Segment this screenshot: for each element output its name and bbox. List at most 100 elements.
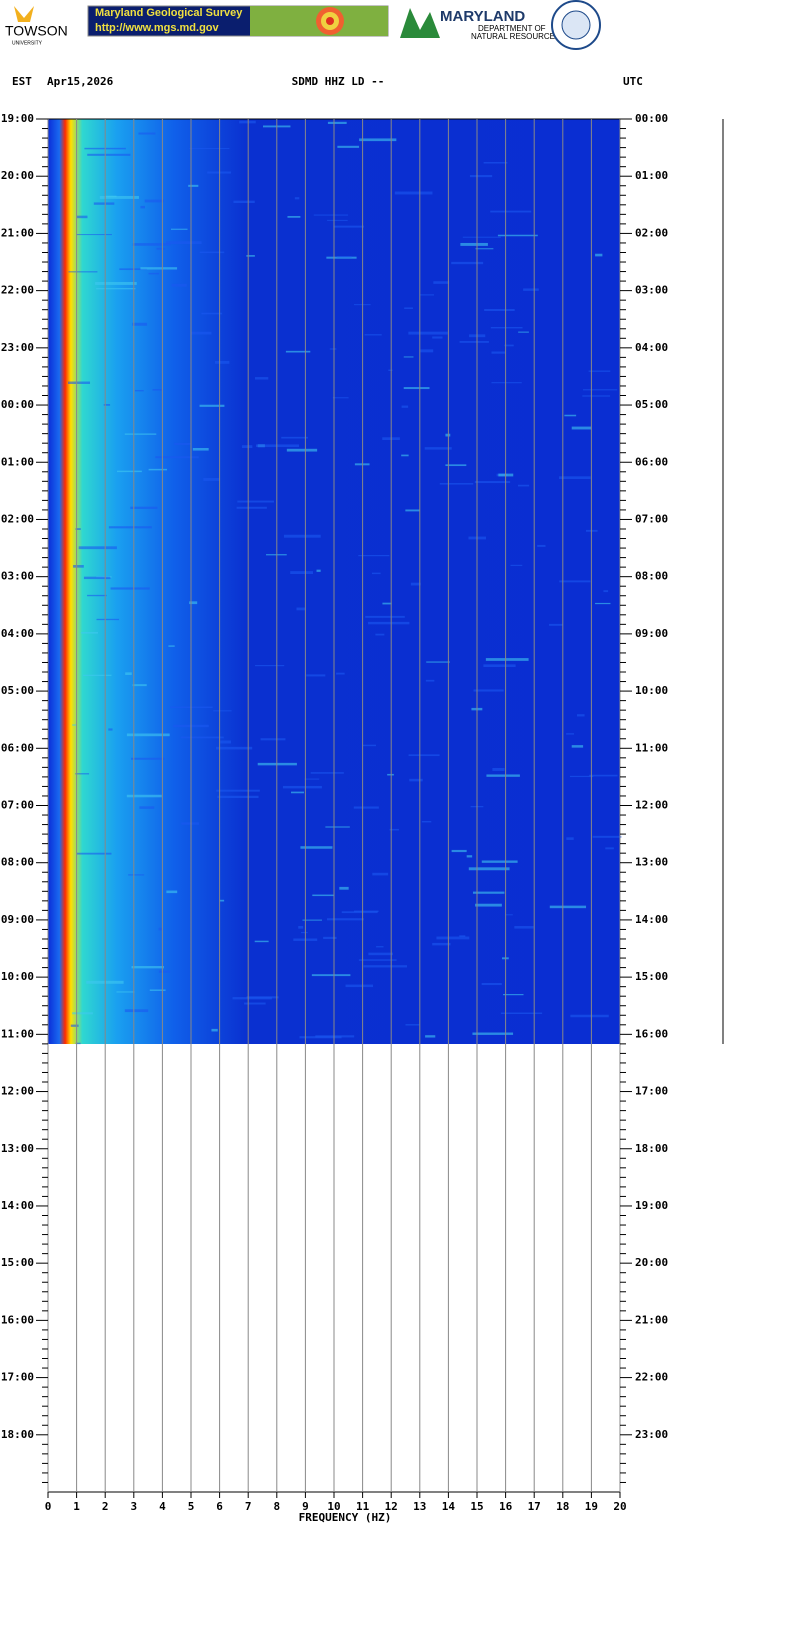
spectrogram-streak	[203, 478, 220, 481]
spectrogram-streak	[329, 348, 337, 350]
logo-text: NATURAL RESOURCES	[471, 32, 560, 41]
y2-tick-label: 11:00	[635, 741, 668, 754]
spectrogram-streak	[410, 582, 421, 586]
spectrogram-streak	[294, 197, 300, 200]
spectrogram-streak	[365, 615, 405, 618]
spectrogram-streak	[510, 564, 523, 566]
spectrogram-streak	[426, 661, 450, 663]
spectrogram-streak	[298, 925, 304, 929]
spectrogram-streak	[473, 689, 504, 692]
spectrogram-streak	[432, 942, 451, 946]
y2-tick-label: 19:00	[635, 1199, 668, 1212]
spectrogram-streak	[371, 572, 381, 575]
spectrogram-streak	[216, 789, 260, 792]
x-tick-label: 14	[442, 1500, 456, 1513]
spectrogram-streak	[158, 927, 163, 931]
spectrogram-streak	[201, 312, 223, 315]
spectrogram-streak	[505, 914, 513, 916]
spectrogram-streak	[128, 874, 145, 876]
spectrogram-streak	[549, 623, 563, 626]
spectrogram-streak	[382, 602, 392, 605]
spectrogram-streak	[364, 334, 382, 336]
spectrogram-streak	[158, 970, 171, 973]
spectrogram-streak	[504, 344, 514, 347]
y2-tick-label: 07:00	[635, 512, 668, 525]
spectrogram-streak	[466, 855, 473, 858]
spectrogram-streak	[472, 1032, 514, 1035]
chart-title: SDMD HHZ LD --	[292, 75, 385, 88]
spectrogram-streak	[394, 191, 433, 195]
spectrogram-streak	[72, 724, 77, 726]
spectrogram-streak	[353, 806, 379, 809]
x-tick-label: 16	[499, 1500, 513, 1513]
spectrogram-streak	[424, 447, 452, 450]
spectrogram-streak	[304, 778, 320, 780]
garrett-logo	[551, 0, 601, 50]
spectrogram-streak	[306, 674, 326, 677]
spectrogram-streak	[592, 835, 622, 838]
spectrogram-streak	[549, 905, 587, 909]
spectrogram-streak	[95, 281, 137, 285]
spectrogram-streak	[445, 464, 467, 467]
spectrogram-streak	[433, 281, 450, 284]
spectrogram-streak	[236, 506, 267, 509]
x-tick-label: 11	[356, 1500, 370, 1513]
spectrogram-streak	[325, 826, 350, 828]
y2-tick-label: 14:00	[635, 913, 668, 926]
spectrogram-streak	[409, 778, 423, 782]
spectrogram-streak	[255, 377, 269, 380]
y2-tick-label: 12:00	[635, 799, 668, 812]
spectrogram-streak	[403, 356, 414, 358]
spectrogram-streak	[559, 580, 591, 583]
y-tick-label: 18:00	[1, 1428, 34, 1441]
spectrogram-streak	[481, 982, 502, 986]
spectrogram-streak	[124, 433, 157, 435]
spectrogram-streak	[569, 775, 594, 778]
spectrogram-streak	[404, 307, 413, 310]
spectrogram-streak	[283, 534, 321, 538]
spectrogram-streak	[445, 433, 451, 437]
spectrogram-streak	[219, 899, 225, 902]
mgs-banner: Maryland Geological Survey http://www.mg…	[87, 5, 389, 37]
y-tick-label: 21:00	[1, 226, 34, 239]
spectrogram-streak	[564, 414, 577, 417]
spectrogram-streak	[72, 1012, 93, 1015]
x-tick-label: 15	[470, 1500, 483, 1513]
spectrogram-streak	[336, 256, 352, 258]
spectrogram-streak	[75, 773, 90, 775]
spectrogram-streak	[492, 767, 505, 771]
spectrogram-streak	[490, 327, 523, 329]
y-tick-label: 06:00	[1, 741, 34, 754]
spectrogram-streak	[566, 733, 574, 735]
spectrogram-streak	[166, 241, 202, 245]
y2-tick-label: 22:00	[635, 1371, 668, 1384]
spectrogram-streak	[354, 910, 379, 912]
spectrogram-streak	[368, 621, 410, 625]
spectrogram-streak	[451, 849, 467, 853]
spectrogram-streak	[108, 728, 113, 731]
spectrogram-streak	[199, 404, 225, 407]
spectrogram-streak	[368, 952, 393, 956]
spectrogram-streak	[316, 569, 321, 572]
spectrogram-streak	[96, 288, 136, 290]
spectrogram-streak	[132, 684, 147, 687]
x-tick-label: 13	[413, 1500, 426, 1513]
spectrogram-streak	[96, 618, 120, 621]
x-tick-label: 18	[556, 1500, 569, 1513]
spectrogram-streak	[174, 442, 192, 445]
spectrogram-streak	[239, 120, 256, 124]
spectrogram-streak	[241, 445, 253, 449]
spectrogram-streak	[124, 1009, 149, 1013]
spectrogram-streak	[451, 261, 484, 265]
spectrogram-streak	[571, 426, 592, 430]
spectrogram-streak	[286, 448, 318, 452]
spectrogram-streak	[255, 444, 300, 448]
spectrogram-streak	[327, 219, 348, 221]
y-tick-label: 16:00	[1, 1313, 34, 1326]
spectrogram-streak	[491, 382, 522, 384]
logo-text: UNIVERSITY	[12, 40, 43, 46]
spectrogram-streak	[152, 389, 163, 391]
spectrogram-streak	[215, 746, 253, 750]
spectrogram-streak	[211, 1028, 218, 1032]
